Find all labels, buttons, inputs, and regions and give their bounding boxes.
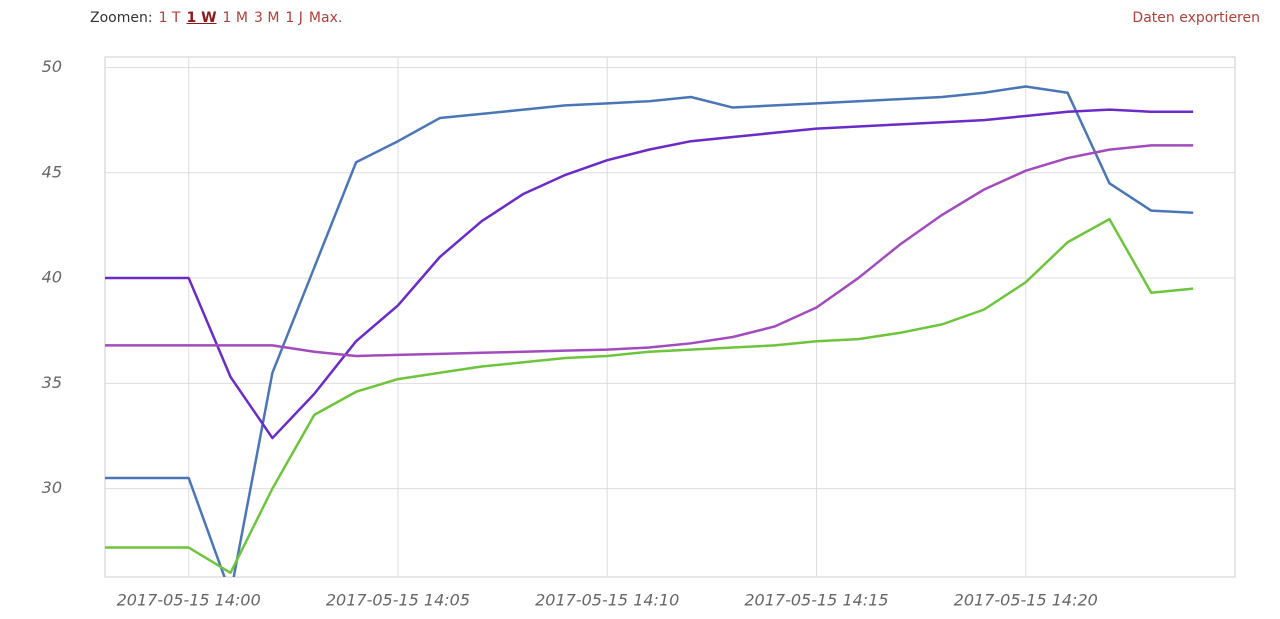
zoom-label: Zoomen: <box>90 10 153 26</box>
series-group <box>105 85 1194 577</box>
y-tick-label: 40 <box>42 268 62 287</box>
zoom-option[interactable]: 1 J <box>285 10 303 26</box>
series-line <box>105 108 1194 440</box>
series-line <box>105 217 1194 575</box>
toolbar: Zoomen: 1 T 1 W 1 M 3 M 1 J Max. Daten export… <box>90 8 1260 28</box>
y-tick-label: 45 <box>42 162 62 181</box>
zoom-option[interactable]: Max. <box>308 10 343 26</box>
zoom-option[interactable]: 1 W <box>186 10 217 26</box>
x-tick-label: 2017-05-15 14:15 <box>744 591 888 610</box>
zoom-option[interactable]: 1 M <box>222 10 248 26</box>
export-link[interactable]: Daten exportieren <box>1132 10 1260 26</box>
series-line <box>105 85 1194 577</box>
y-tick-label: 50 <box>42 57 62 76</box>
x-tick-label: 2017-05-15 14:00 <box>117 591 261 610</box>
y-tick-label: 35 <box>42 373 62 392</box>
zoom-option[interactable]: 3 M <box>253 10 280 26</box>
x-tick-label: 2017-05-15 14:10 <box>535 591 679 610</box>
y-tick-label: 30 <box>42 478 62 497</box>
zoom-options: 1 T 1 W 1 M 3 M 1 J Max. <box>159 10 349 26</box>
series-line <box>105 144 1194 358</box>
x-tick-label: 2017-05-15 14:05 <box>326 591 470 610</box>
zoom-option[interactable]: 1 T <box>158 10 181 26</box>
plot-border <box>104 56 1236 578</box>
x-tick-label: 2017-05-15 14:20 <box>954 591 1098 610</box>
